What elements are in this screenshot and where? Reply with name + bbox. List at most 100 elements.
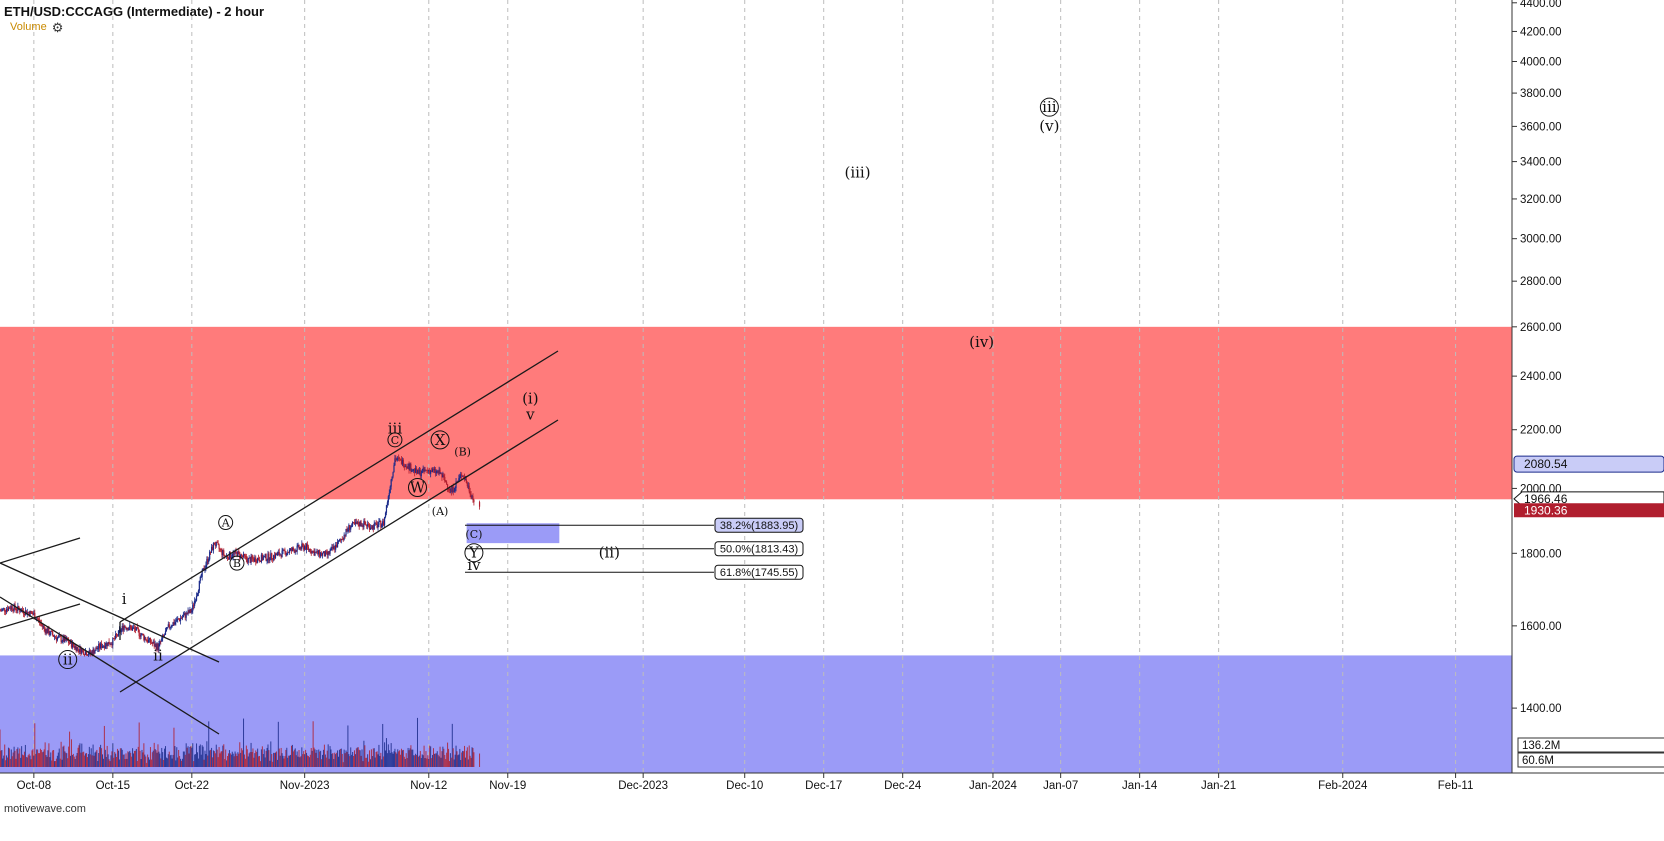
volume-bar bbox=[386, 753, 388, 767]
candle bbox=[363, 518, 365, 530]
candle-body bbox=[412, 470, 414, 472]
volume-bar bbox=[274, 752, 276, 767]
candle bbox=[472, 493, 474, 503]
candle-body bbox=[138, 630, 140, 636]
volume-bar bbox=[356, 747, 358, 767]
candle-body bbox=[66, 638, 68, 641]
candle-body bbox=[108, 641, 110, 645]
target-box bbox=[466, 523, 560, 544]
volume-bar bbox=[316, 749, 318, 767]
volume-bar bbox=[415, 753, 417, 767]
candle-body bbox=[403, 466, 405, 468]
candle-body bbox=[251, 556, 253, 559]
volume-tag-136.2M: 136.2M bbox=[1522, 740, 1560, 752]
candle bbox=[278, 548, 280, 557]
volume-bar bbox=[190, 746, 192, 767]
candle bbox=[176, 616, 178, 622]
candle bbox=[41, 623, 43, 630]
volume-bar bbox=[355, 748, 357, 767]
volume-bar bbox=[453, 759, 455, 767]
volume-bar bbox=[318, 749, 320, 767]
volume-bar bbox=[151, 752, 153, 767]
volume-bar bbox=[326, 750, 328, 767]
volume-bar bbox=[48, 743, 50, 767]
candle bbox=[468, 482, 470, 494]
candle-body bbox=[147, 639, 150, 643]
volume-bar bbox=[246, 749, 248, 767]
fib-label-box bbox=[714, 517, 804, 533]
candle-body bbox=[381, 525, 383, 528]
volume-bar bbox=[443, 748, 445, 767]
candle bbox=[102, 645, 105, 649]
candle bbox=[387, 495, 389, 506]
candle bbox=[160, 640, 162, 645]
volume-bar bbox=[391, 752, 393, 767]
candle bbox=[61, 639, 63, 644]
wave-label: B bbox=[229, 555, 245, 571]
candle-body bbox=[113, 638, 115, 639]
candle bbox=[417, 468, 420, 475]
candle bbox=[460, 471, 462, 479]
candle-body bbox=[320, 553, 323, 556]
volume-bar bbox=[153, 742, 155, 767]
candle-body bbox=[86, 655, 89, 656]
candle bbox=[37, 617, 39, 620]
xtick-label-Dec-24: Dec-24 bbox=[884, 780, 922, 792]
candle-body bbox=[369, 527, 372, 530]
candle-body bbox=[76, 647, 78, 652]
candle bbox=[462, 475, 464, 477]
candle-body bbox=[279, 554, 281, 556]
candle bbox=[86, 653, 89, 656]
candle bbox=[106, 642, 108, 649]
volume-bar bbox=[218, 747, 220, 767]
candle bbox=[99, 642, 101, 652]
tick-label-3800.00: 3800.00 bbox=[1520, 88, 1562, 100]
volume-bar bbox=[101, 748, 103, 767]
candle bbox=[212, 542, 215, 554]
candle-body bbox=[268, 553, 270, 561]
volume-bar bbox=[317, 757, 319, 767]
volume-bar bbox=[366, 757, 368, 767]
volume-bar bbox=[409, 748, 411, 767]
candle bbox=[372, 524, 374, 533]
volume-bar bbox=[405, 753, 407, 767]
volume-bar bbox=[336, 752, 338, 767]
volume-bar bbox=[83, 751, 85, 767]
candle bbox=[247, 557, 249, 566]
volume-bar bbox=[363, 740, 365, 767]
tick-label-2400.00: 2400.00 bbox=[1520, 371, 1562, 383]
candle-body bbox=[423, 468, 425, 472]
candle-body bbox=[210, 551, 212, 553]
candle bbox=[328, 550, 330, 556]
candle bbox=[292, 546, 294, 552]
candle bbox=[56, 636, 58, 642]
candle-body bbox=[238, 551, 240, 553]
candle-body bbox=[68, 643, 71, 644]
candle-body bbox=[424, 469, 426, 472]
candle-body bbox=[218, 544, 220, 549]
volume-bar bbox=[102, 758, 104, 767]
candle bbox=[251, 554, 253, 562]
gear-icon[interactable]: ⚙ bbox=[51, 19, 64, 35]
candle-body bbox=[211, 546, 214, 551]
candle-body bbox=[276, 553, 278, 556]
candle-body bbox=[106, 642, 108, 647]
volume-bar bbox=[193, 761, 195, 767]
volume-study-label[interactable]: Volume ⚙ bbox=[10, 19, 64, 35]
candle-body bbox=[290, 548, 293, 551]
candle bbox=[326, 549, 328, 559]
candle-body bbox=[59, 635, 61, 637]
candle bbox=[257, 557, 259, 564]
volume-bar bbox=[286, 747, 288, 767]
candle bbox=[383, 516, 386, 528]
candle bbox=[191, 607, 193, 615]
candle-body bbox=[177, 618, 179, 620]
wave-label: (i) bbox=[522, 389, 539, 407]
volume-bar bbox=[89, 754, 91, 767]
candle bbox=[280, 554, 282, 559]
candle bbox=[381, 523, 383, 528]
candle-body bbox=[169, 626, 171, 628]
candle bbox=[150, 639, 152, 644]
